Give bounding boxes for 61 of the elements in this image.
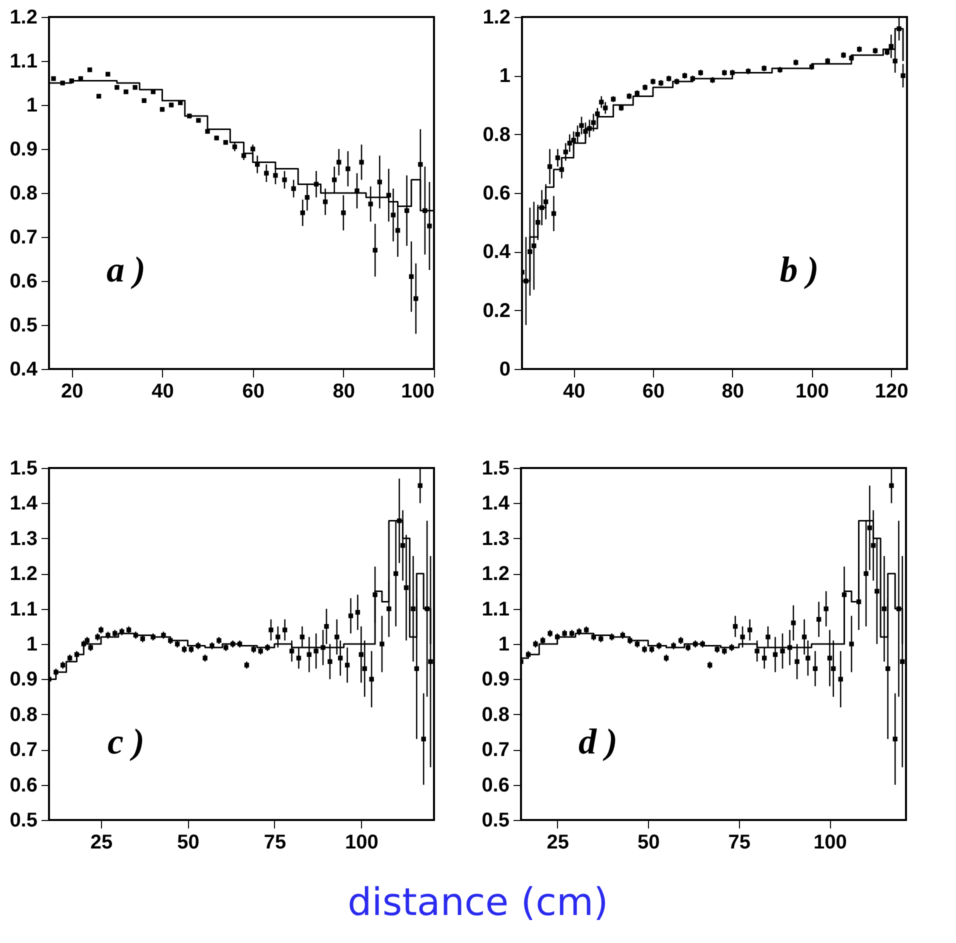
annotation: a )	[106, 249, 146, 290]
x-tick-label: 75	[264, 832, 286, 854]
x-axis-title: distance (cm)	[346, 880, 610, 924]
y-tick-label: 0.6	[10, 774, 38, 796]
y-tick-label: 0.8	[10, 704, 38, 726]
x-tick-label: 50	[638, 832, 660, 854]
y-tick-label: 0.9	[10, 668, 38, 691]
x-tick-label: 25	[90, 832, 113, 854]
y-tick-label: 1.2	[10, 563, 38, 586]
x-tick-label: 20	[61, 380, 84, 402]
y-tick-label: 0.6	[10, 270, 38, 292]
y-tick-label: 0.7	[482, 739, 510, 762]
x-tick-label: 100	[401, 380, 434, 402]
x-tick-label: 50	[177, 832, 200, 854]
x-tick-label: 25	[546, 832, 569, 854]
x-tick-label: 100	[344, 832, 378, 854]
y-tick-label: 1.4	[10, 492, 38, 515]
y-tick-label: 1.1	[482, 598, 510, 620]
y-tick-label: 0.2	[482, 300, 510, 322]
x-tick-label: 60	[642, 380, 665, 402]
y-tick-label: 1.2	[482, 6, 510, 28]
y-tick-label: 0.8	[482, 704, 510, 726]
y-tick-label: 0.5	[10, 314, 38, 336]
y-tick-label: 1.4	[482, 492, 510, 515]
annotation: c )	[108, 722, 144, 762]
x-tick-label: 100	[796, 380, 829, 402]
annotation: d )	[578, 722, 618, 762]
y-tick-label: 1.1	[10, 598, 38, 620]
y-tick-label: 0.9	[482, 668, 510, 691]
y-tick-label: 0.4	[10, 358, 38, 380]
y-tick-label: 1.2	[10, 6, 38, 28]
y-tick-label: 1.1	[10, 50, 38, 72]
x-tick-label: 100	[814, 832, 847, 854]
x-tick-label: 75	[728, 832, 751, 854]
x-tick-label: 60	[242, 380, 264, 402]
y-tick-label: 0.7	[10, 739, 38, 762]
x-tick-label: 80	[332, 380, 356, 402]
y-tick-label: 1.3	[10, 528, 38, 550]
y-tick-label: 0.6	[482, 774, 510, 796]
y-tick-label: 0.5	[10, 810, 38, 832]
x-tick-label: 80	[722, 380, 744, 402]
y-tick-label: 1	[26, 634, 38, 656]
y-tick-label: 0.8	[10, 182, 38, 204]
x-tick-label: 40	[152, 380, 174, 402]
y-tick-label: 1	[499, 65, 510, 88]
y-tick-label: 0.9	[10, 138, 38, 160]
x-tick-label: 120	[874, 380, 908, 402]
y-tick-label: 0.8	[482, 124, 510, 146]
y-tick-label: 0.7	[10, 226, 38, 248]
y-tick-label: 1	[26, 94, 38, 116]
y-tick-label: 0.6	[482, 182, 510, 204]
y-tick-label: 1.5	[482, 458, 510, 480]
y-tick-label: 1.2	[482, 563, 510, 586]
y-tick-label: 0.4	[482, 241, 512, 264]
y-tick-label: 0.5	[482, 810, 510, 832]
y-tick-label: 1	[498, 634, 510, 656]
annotation: b )	[780, 249, 819, 290]
y-tick-label: 0	[499, 358, 510, 380]
x-tick-label: 40	[562, 380, 586, 402]
y-tick-label: 1.5	[10, 458, 38, 480]
y-tick-label: 1.3	[482, 528, 510, 550]
